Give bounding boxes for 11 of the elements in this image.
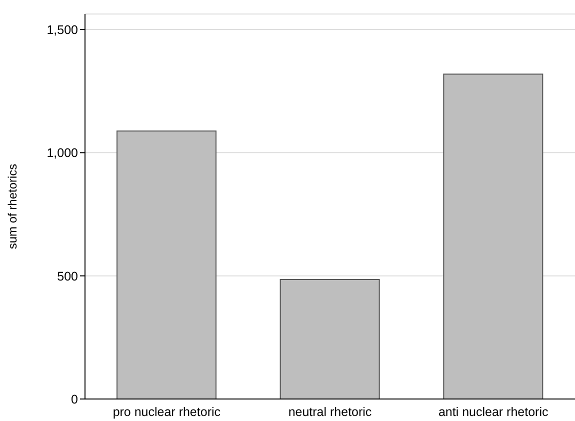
- x-tick-label: pro nuclear rhetoric: [112, 404, 221, 419]
- bar: [443, 74, 544, 399]
- x-tick-label: anti nuclear rhetoric: [438, 404, 548, 419]
- y-axis-title: sum of rhetorics: [5, 164, 20, 250]
- y-tick-label: 1,000: [46, 146, 78, 160]
- y-tick-label: 1,500: [46, 22, 78, 37]
- y-tick-label: 500: [57, 269, 78, 284]
- x-tick-label: neutral rhetoric: [288, 404, 372, 419]
- y-tick-label: 0: [71, 392, 78, 406]
- bar: [280, 279, 380, 399]
- bar: [116, 130, 216, 399]
